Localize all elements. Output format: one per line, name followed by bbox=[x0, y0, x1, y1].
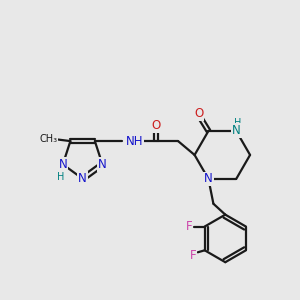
Text: N: N bbox=[232, 124, 241, 137]
Text: N: N bbox=[58, 158, 67, 171]
Text: F: F bbox=[190, 249, 196, 262]
Text: NH: NH bbox=[126, 135, 143, 148]
Text: F: F bbox=[185, 220, 192, 233]
Text: H: H bbox=[57, 172, 64, 182]
Text: O: O bbox=[152, 119, 161, 132]
Text: N: N bbox=[98, 158, 107, 171]
Text: N: N bbox=[204, 172, 213, 185]
Text: O: O bbox=[194, 106, 203, 120]
Text: N: N bbox=[78, 172, 87, 185]
Text: H: H bbox=[235, 118, 242, 128]
Text: CH₃: CH₃ bbox=[40, 134, 58, 144]
